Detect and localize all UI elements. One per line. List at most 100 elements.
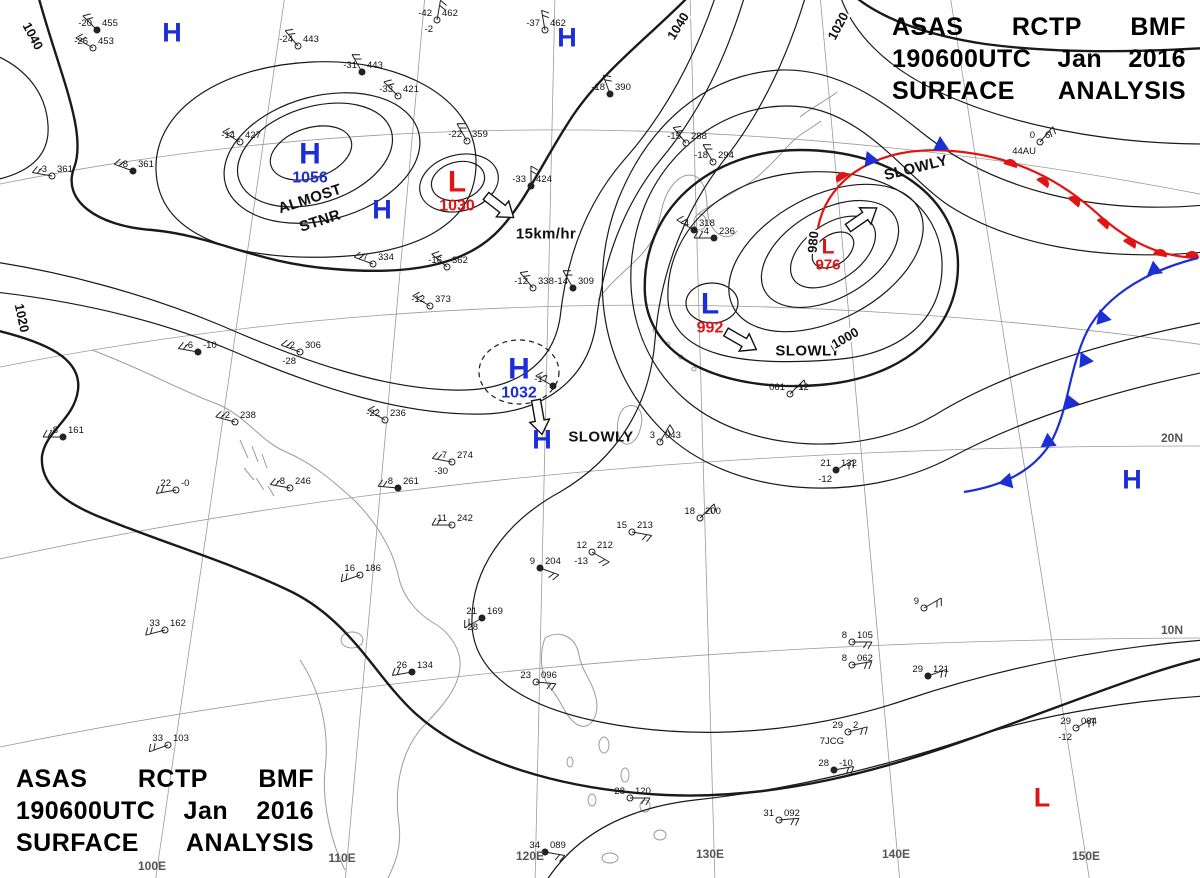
station-value: 424 bbox=[536, 174, 552, 185]
station-value: 453 bbox=[98, 36, 114, 47]
station-value: 33 bbox=[149, 618, 160, 629]
station-value: 186 bbox=[365, 563, 381, 574]
station-value: 338 bbox=[538, 276, 554, 287]
coast-kyushu bbox=[693, 213, 707, 231]
wind-barb bbox=[412, 291, 431, 307]
station-plot: -15 288 bbox=[667, 125, 707, 147]
station-plot: 9 bbox=[914, 596, 942, 612]
wind-barb bbox=[155, 485, 177, 494]
station-value: 246 bbox=[295, 476, 311, 487]
isobar-1036 bbox=[0, 0, 715, 391]
station-value: 169 bbox=[487, 606, 503, 617]
title-word: Jan bbox=[183, 797, 229, 825]
pressure-letter: H bbox=[299, 137, 321, 171]
station-value: -30 bbox=[434, 466, 448, 477]
wind-barb bbox=[148, 743, 169, 753]
station-plot: 9 204 bbox=[530, 556, 561, 581]
wind-barb bbox=[693, 230, 714, 239]
station-value: -12 bbox=[1058, 732, 1072, 743]
wind-barb bbox=[436, 0, 447, 21]
station-plot: -24 443 bbox=[279, 28, 319, 50]
station-value: 29 bbox=[1060, 716, 1071, 727]
parallel bbox=[0, 304, 1200, 368]
station-plot: 0 6 44AU bbox=[1012, 126, 1057, 157]
isobar-1008 bbox=[601, 69, 1200, 489]
station-value: -20 bbox=[78, 18, 92, 29]
station-plot: -2 306 -28 bbox=[280, 339, 321, 367]
symbol-L: L bbox=[1033, 782, 1051, 813]
annotation-15km-hr: 15km/hr bbox=[515, 225, 577, 243]
pressure-value: 1056 bbox=[292, 169, 328, 187]
title-word: ASAS bbox=[16, 765, 88, 793]
wind-barb bbox=[1039, 126, 1057, 143]
station-value: -33 bbox=[379, 84, 393, 95]
pressure-center-L-976: L 976 bbox=[815, 236, 840, 272]
station-value: -8 bbox=[50, 425, 58, 436]
symbol-H: H bbox=[532, 424, 552, 455]
station-value: 103 bbox=[173, 733, 189, 744]
station-value: 306 bbox=[305, 340, 321, 351]
grid-label-150E: 150E bbox=[1071, 849, 1101, 863]
station-value: 11 bbox=[437, 513, 447, 524]
station-value: -31 bbox=[343, 60, 357, 71]
isobar-ring bbox=[760, 199, 900, 309]
isobar-1044 bbox=[155, 61, 477, 258]
station-value: -13 bbox=[574, 556, 588, 567]
station-plot: -4 236 bbox=[693, 226, 735, 242]
wind-barb bbox=[541, 9, 550, 31]
pressure-letter: H bbox=[508, 352, 530, 386]
station-value: 361 bbox=[138, 159, 154, 170]
wind-barb bbox=[539, 567, 560, 581]
title-word: 190600UTC bbox=[892, 45, 1032, 73]
station-value: 462 bbox=[442, 8, 458, 19]
station-plot: 31 092 bbox=[763, 808, 800, 826]
station-value: 12 bbox=[576, 540, 587, 551]
wind-barb bbox=[113, 158, 134, 172]
station-value: -6 bbox=[185, 340, 193, 351]
station-value: 31 bbox=[763, 808, 774, 819]
wind-barb bbox=[464, 617, 483, 629]
meridian bbox=[534, 0, 556, 878]
title-line: ASAS RCTP BMF bbox=[16, 766, 314, 793]
isobar-ring bbox=[269, 125, 353, 181]
station-plot: -31 443 bbox=[343, 54, 383, 76]
pressure-value: 992 bbox=[696, 319, 724, 337]
station-value: -22 bbox=[366, 408, 380, 419]
station-plot: 8 062 bbox=[842, 653, 873, 670]
station-plot: 26 134 bbox=[391, 660, 433, 676]
station-value: 361 bbox=[57, 164, 73, 175]
cold-front-pips bbox=[859, 135, 1166, 494]
station-value: -24 bbox=[279, 34, 293, 45]
station-plot: 34 089 bbox=[529, 840, 566, 862]
station-value: 421 bbox=[403, 84, 419, 95]
title-line: SURFACE ANALYSIS bbox=[16, 830, 314, 857]
station-value: 15 bbox=[616, 520, 627, 531]
pressure-value: 1032 bbox=[501, 384, 537, 402]
pressure-letter: L bbox=[700, 287, 720, 321]
station-plot: -14 427 bbox=[221, 127, 261, 146]
pressure-center-L-1030: L 1030 bbox=[439, 167, 475, 213]
wind-barb bbox=[927, 668, 948, 678]
station-value: -0 bbox=[181, 478, 189, 489]
coast-island bbox=[587, 793, 597, 807]
station-value: 34 bbox=[529, 840, 540, 851]
pressure-center-L-992: L 992 bbox=[696, 287, 724, 337]
wind-barb bbox=[269, 478, 291, 489]
symbol-H: H bbox=[162, 17, 182, 48]
title-word: ANALYSIS bbox=[185, 829, 314, 857]
isobar-ring bbox=[419, 153, 499, 213]
station-plots: -20 455-26 453 -24 443-31 443-42 462-2-37 462-1… bbox=[31, 0, 1097, 862]
station-value: -12 bbox=[514, 276, 528, 287]
title-line: SURFACE ANALYSIS bbox=[892, 78, 1186, 105]
station-value: -28 bbox=[282, 356, 296, 367]
cold-front bbox=[859, 135, 1199, 494]
wind-barb bbox=[31, 166, 53, 177]
station-value: -16 bbox=[428, 255, 442, 266]
station-value: 427 bbox=[245, 130, 261, 141]
meridian bbox=[345, 0, 425, 878]
isobar-1040 bbox=[38, 0, 687, 272]
station-plot: 8 105 bbox=[842, 630, 873, 650]
parallel bbox=[0, 445, 1200, 560]
station-value: 362 bbox=[452, 255, 468, 266]
